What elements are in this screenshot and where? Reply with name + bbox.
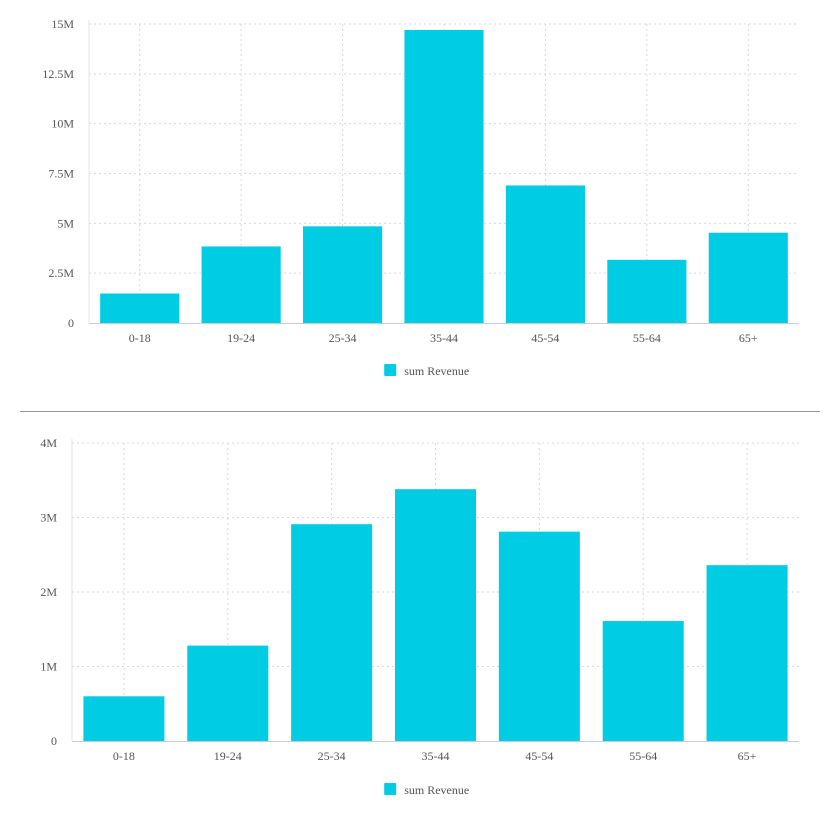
bar-65+[interactable] [706, 565, 788, 741]
bar-35-44[interactable] [404, 29, 484, 323]
bar-65+[interactable] [708, 232, 788, 323]
bar-19-24[interactable] [201, 246, 281, 323]
y-tick-label: 7.5M [48, 167, 74, 181]
chart-svg: 0 1M 2M 3M 4M 0-18 19-24 25-34 35-44 45-54 55-64 65… [40, 436, 799, 797]
bar-0-18[interactable] [83, 696, 165, 741]
bar-25-34[interactable] [303, 226, 383, 323]
x-tick-label: 19-24 [214, 749, 242, 763]
x-tick-label: 19-24 [227, 331, 255, 345]
legend[interactable]: sum Revenue [384, 783, 469, 797]
x-tick-label: 65+ [739, 331, 758, 345]
bar-19-24[interactable] [187, 645, 269, 741]
y-tick-label: 12.5M [42, 67, 74, 81]
x-tick-label: 45-54 [525, 749, 553, 763]
revenue-by-age-chart-top: 0 2.5M 5M 7.5M 10M 12.5M 15M 0-18 19-24 25-34 35-4… [0, 0, 840, 400]
legend-swatch [384, 364, 397, 376]
bar-55-64[interactable] [607, 259, 687, 323]
bar-45-54[interactable] [498, 531, 580, 741]
x-tick-label: 0-18 [129, 331, 151, 345]
x-tick-label: 65+ [738, 749, 757, 763]
bar-45-54[interactable] [505, 185, 585, 323]
legend-swatch [384, 783, 397, 795]
chart-divider [20, 411, 820, 412]
y-tick-label: 1M [40, 660, 57, 674]
bar-35-44[interactable] [394, 489, 477, 741]
y-tick-label: 2M [40, 585, 57, 599]
x-tick-label: 55-64 [633, 331, 661, 345]
y-tick-label: 10M [51, 117, 74, 131]
y-tick-label: 0 [68, 316, 74, 330]
legend[interactable]: sum Revenue [384, 364, 469, 378]
x-tick-label: 55-64 [629, 749, 657, 763]
legend-label: sum Revenue [404, 364, 469, 378]
y-tick-label: 3M [40, 511, 57, 525]
bar-0-18[interactable] [100, 293, 180, 323]
y-tick-label: 15M [51, 17, 74, 31]
x-tick-label: 25-34 [318, 749, 346, 763]
x-tick-label: 35-44 [422, 749, 450, 763]
bar-25-34[interactable] [291, 524, 373, 741]
x-tick-label: 35-44 [430, 331, 458, 345]
y-tick-label: 0 [51, 734, 57, 748]
y-tick-label: 4M [40, 436, 57, 450]
x-tick-label: 0-18 [113, 749, 135, 763]
y-tick-label: 5M [57, 216, 74, 230]
chart-svg: 0 2.5M 5M 7.5M 10M 12.5M 15M 0-18 19-24 25-34 35-4… [42, 17, 799, 378]
legend-label: sum Revenue [404, 783, 469, 797]
y-tick-label: 2.5M [48, 266, 74, 280]
revenue-by-age-chart-bottom: 0 1M 2M 3M 4M 0-18 19-24 25-34 35-44 45-54 55-64 65… [0, 415, 840, 815]
bar-55-64[interactable] [602, 621, 684, 741]
x-tick-label: 45-54 [531, 331, 559, 345]
x-tick-label: 25-34 [329, 331, 357, 345]
